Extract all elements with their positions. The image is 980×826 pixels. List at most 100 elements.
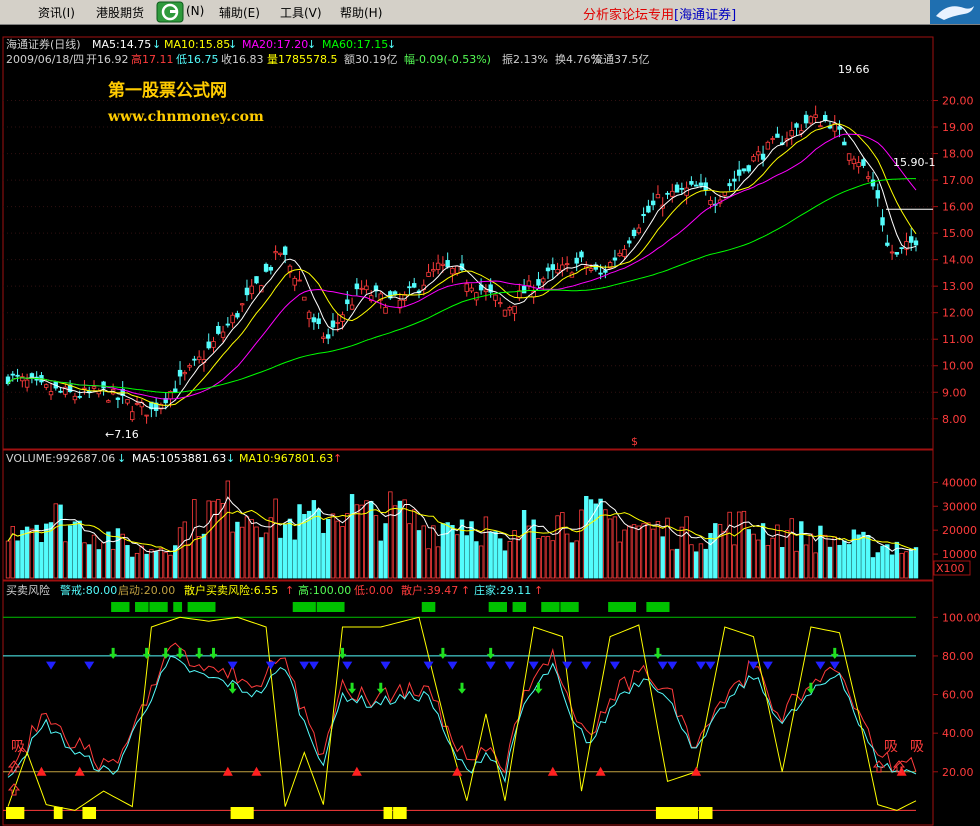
volume-bar — [641, 523, 646, 579]
candle-body — [282, 246, 288, 255]
candle-body — [760, 153, 766, 160]
green-arrow-icon — [830, 647, 839, 659]
indicator-axis: 20.00 40.00 60.00 80.00 100.00 — [933, 611, 980, 779]
indicator-retail-arrow-icon: ↑ — [461, 584, 470, 597]
candle-body — [368, 295, 374, 302]
volume-bar — [230, 531, 235, 579]
buy-up-arrow-icon — [7, 783, 21, 796]
buy-triangle-icon — [896, 766, 907, 776]
volume-bar — [168, 554, 173, 579]
candle-body — [698, 182, 704, 186]
menu-item-assist[interactable]: 辅助(E) — [219, 6, 260, 20]
s-marker: $ — [631, 435, 638, 448]
candle-body — [851, 158, 857, 164]
candle-body — [211, 341, 216, 348]
volume-bar — [736, 511, 742, 579]
volume-bar — [278, 537, 283, 579]
menu-item-hk-futures[interactable]: 港股期货 — [96, 6, 145, 20]
candle-body — [732, 178, 737, 182]
axis-tick-label: 8.00 — [942, 413, 967, 426]
volume-bar — [880, 545, 885, 579]
volume-bar — [359, 504, 364, 579]
info-volume: 量1785578.5 — [267, 53, 338, 66]
candle-body — [144, 414, 149, 417]
yellow-signal-bar — [230, 807, 240, 819]
candle-body — [177, 369, 183, 377]
volume-bar — [913, 547, 919, 579]
indicator-risk: 散户买卖风险:6.55 — [184, 583, 278, 597]
volume-bar — [560, 512, 565, 579]
ma5-arrow-icon: ↓ — [152, 38, 161, 51]
menu-item-tools[interactable]: 工具(V) — [280, 6, 322, 20]
candle-body — [889, 251, 895, 254]
volume-ma5-line — [7, 496, 917, 553]
buy-triangle-icon — [595, 766, 606, 776]
volume-bar — [478, 545, 484, 579]
candle-body — [885, 242, 890, 246]
buy-triangle-icon — [36, 766, 47, 776]
volume-bar — [866, 535, 871, 579]
volume-bar — [670, 549, 675, 579]
axis-tick-label: 17.00 — [942, 174, 974, 187]
volume-bar — [899, 552, 904, 579]
candle-body — [130, 411, 135, 421]
volume-title: VOLUME:992687.06 — [6, 452, 115, 465]
volume-bar — [756, 539, 761, 579]
candle-body — [163, 398, 168, 404]
menu-item-help[interactable]: 帮助(H) — [340, 6, 383, 20]
menu-item-n[interactable]: (N) — [186, 4, 205, 18]
candle-body — [541, 278, 546, 283]
yellow-signal-bar — [6, 807, 25, 819]
volume-bar — [588, 499, 594, 579]
candle-body — [273, 251, 278, 254]
candle-body — [607, 262, 613, 269]
green-arrow-icon — [534, 682, 543, 694]
candle-body — [15, 374, 20, 377]
green-signal-bar — [292, 602, 316, 612]
volume-bar — [316, 508, 321, 579]
volume-bar — [431, 525, 436, 579]
candle-body — [612, 257, 618, 261]
candle-body — [354, 283, 360, 290]
candle-body — [770, 138, 775, 140]
sell-triangle-icon — [562, 661, 573, 670]
volume-bar — [182, 521, 188, 579]
volume-bar — [751, 533, 756, 579]
candle-body — [631, 229, 637, 237]
volume-bar — [297, 504, 302, 579]
volume-ma5-arrow-icon: ↓ — [226, 452, 235, 465]
app-logo-icon[interactable] — [156, 1, 184, 23]
green-arrow-icon — [806, 682, 815, 694]
ma20-label: MA20:17.20 — [242, 38, 308, 51]
candle-body — [655, 194, 661, 199]
price-panel-frame — [2, 36, 934, 450]
volume-bar — [196, 535, 202, 579]
indicator-panel-frame — [2, 580, 934, 826]
volume-bar — [412, 509, 417, 579]
volume-bar — [507, 540, 512, 579]
volume-bar — [82, 542, 87, 579]
volume-bar — [493, 531, 498, 579]
axis-tick-label: 13.00 — [942, 280, 974, 293]
candle-body — [388, 291, 393, 299]
volume-bar — [713, 523, 718, 579]
candle-body — [325, 334, 331, 339]
axis-tick-label: 9.00 — [942, 386, 967, 399]
indicator-high: 高:100.00 — [298, 583, 351, 597]
indicator-lines — [3, 616, 917, 811]
menu-item-info[interactable]: 资讯(I) — [38, 6, 75, 20]
candle-body — [765, 141, 771, 150]
volume-bar — [536, 538, 541, 579]
candle-body — [880, 217, 885, 226]
candle-body — [158, 404, 164, 410]
candle-body — [598, 272, 603, 275]
candle-body — [741, 168, 747, 172]
candle-body — [502, 309, 508, 317]
candle-body — [412, 283, 417, 288]
volume-unit-box — [933, 560, 971, 576]
candle-body — [173, 388, 178, 393]
candle-body — [330, 320, 336, 328]
candle-body — [292, 277, 297, 286]
info-float: 流通37.5亿 — [592, 52, 650, 66]
volume-bar — [746, 529, 751, 579]
